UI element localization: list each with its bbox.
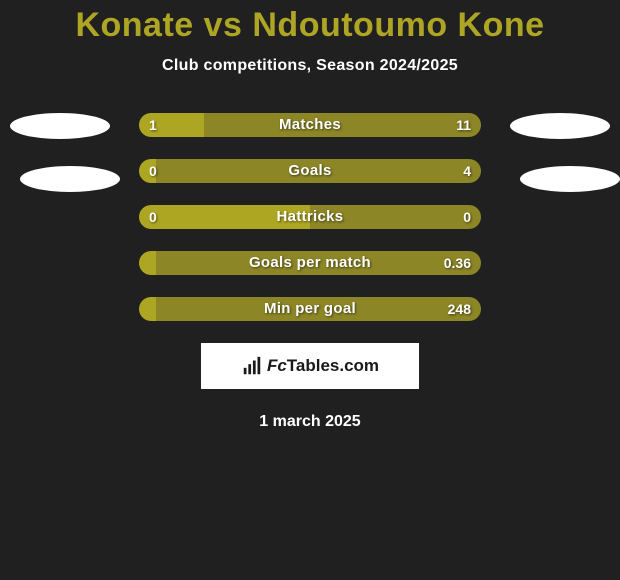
player-right-avatar-2	[520, 166, 620, 192]
stat-label: Min per goal	[139, 297, 481, 321]
stat-row: 00Hattricks	[139, 205, 481, 229]
stat-row: 0.36Goals per match	[139, 251, 481, 275]
comparison-card: Konate vs Ndoutoumo Kone Club competitio…	[0, 0, 620, 431]
bar-chart-icon	[241, 355, 263, 377]
logo-text: FcTables.com	[267, 356, 379, 376]
subtitle: Club competitions, Season 2024/2025	[0, 57, 620, 75]
stat-row: 04Goals	[139, 159, 481, 183]
stat-label: Matches	[139, 113, 481, 137]
player-right-avatar-1	[510, 113, 610, 139]
fctables-logo[interactable]: FcTables.com	[201, 343, 419, 389]
player-left-avatar-1	[10, 113, 110, 139]
stat-label: Hattricks	[139, 205, 481, 229]
stats-area: 111Matches 04Goals 00Hattricks 0.36Goals pe…	[0, 113, 620, 321]
page-title: Konate vs Ndoutoumo Kone	[0, 6, 620, 45]
stat-row: 248Min per goal	[139, 297, 481, 321]
stat-row: 111Matches	[139, 113, 481, 137]
stat-label: Goals per match	[139, 251, 481, 275]
player-left-avatar-2	[20, 166, 120, 192]
stat-label: Goals	[139, 159, 481, 183]
date-label: 1 march 2025	[0, 413, 620, 431]
